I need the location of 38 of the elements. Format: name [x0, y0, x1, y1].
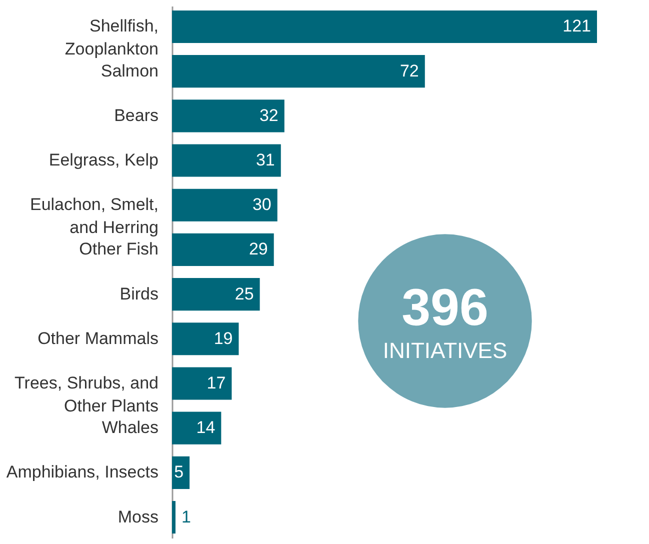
bar [172, 456, 190, 489]
bar [172, 500, 176, 534]
data-label: 32 [259, 106, 278, 125]
data-label: 19 [214, 328, 233, 348]
y-tick-label: Bears [114, 106, 158, 125]
y-tick-label: Other Fish [79, 240, 158, 259]
bar [172, 10, 597, 44]
annotation: INITIATIVES [382, 338, 508, 363]
bar [172, 278, 260, 311]
y-tick-label: Trees, Shrubs, and Other Plants [14, 373, 158, 416]
bar [172, 322, 239, 356]
bar [172, 144, 281, 177]
annotation: 396 [402, 279, 488, 337]
bar [172, 55, 425, 88]
data-label: 25 [234, 284, 254, 304]
bar [172, 233, 274, 266]
y-tick-label: Amphibians, Insects [6, 462, 158, 482]
y-tick-label: Eulachon, Smelt, and Herring [30, 195, 158, 238]
y-tick-label: Eelgrass, Kelp [48, 150, 158, 170]
data-label: 17 [206, 373, 226, 392]
data-label: 1 [182, 507, 191, 526]
data-label: 5 [174, 462, 184, 482]
y-tick-label: Moss [118, 507, 158, 526]
data-label: 31 [256, 150, 275, 170]
y-tick-label: Shellfish, Zooplankton [64, 16, 158, 59]
data-label: 30 [252, 195, 272, 214]
y-tick-label: Whales [102, 418, 158, 438]
data-label: 29 [248, 240, 268, 259]
data-label: 72 [400, 61, 419, 80]
y-tick-label: Salmon [100, 61, 158, 80]
bar [172, 188, 278, 222]
bar [172, 367, 232, 400]
data-label: 14 [196, 418, 216, 438]
data-label: 121 [562, 16, 591, 36]
bar [172, 412, 222, 444]
y-tick-label: Other Mammals [38, 328, 158, 348]
bar [172, 100, 284, 132]
y-tick-label: Birds [120, 284, 158, 304]
